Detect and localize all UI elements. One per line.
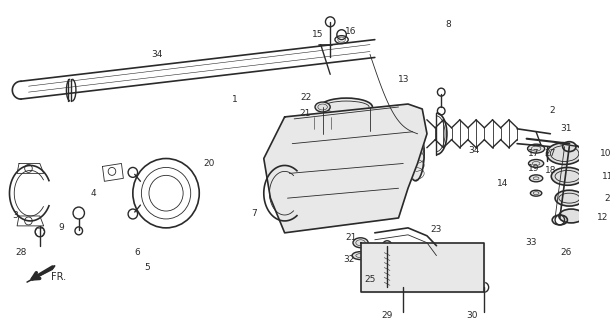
Text: FR.: FR. xyxy=(51,272,66,283)
Text: 1: 1 xyxy=(232,95,238,104)
Ellipse shape xyxy=(529,175,543,182)
Text: 9: 9 xyxy=(59,223,65,232)
Text: 24: 24 xyxy=(605,194,610,203)
Polygon shape xyxy=(264,104,427,233)
Ellipse shape xyxy=(551,167,584,185)
Text: 16: 16 xyxy=(345,27,357,36)
Ellipse shape xyxy=(407,126,424,181)
Text: 14: 14 xyxy=(497,179,509,188)
Ellipse shape xyxy=(353,238,368,248)
Text: 29: 29 xyxy=(381,310,393,320)
Text: 25: 25 xyxy=(364,275,376,284)
Ellipse shape xyxy=(528,159,544,167)
Ellipse shape xyxy=(562,142,576,152)
Text: 33: 33 xyxy=(526,238,537,247)
Polygon shape xyxy=(27,266,55,282)
Text: 31: 31 xyxy=(561,124,572,133)
Text: 5: 5 xyxy=(144,263,150,272)
Ellipse shape xyxy=(352,252,369,260)
Text: 15: 15 xyxy=(312,30,324,39)
Ellipse shape xyxy=(559,209,584,223)
Text: 27: 27 xyxy=(545,149,556,158)
Ellipse shape xyxy=(315,102,330,112)
Text: 17: 17 xyxy=(528,149,539,158)
Ellipse shape xyxy=(320,98,373,116)
Text: 3: 3 xyxy=(12,212,18,220)
Text: 20: 20 xyxy=(203,159,215,168)
Text: 19: 19 xyxy=(528,164,539,173)
Ellipse shape xyxy=(314,115,331,127)
Text: 8: 8 xyxy=(445,20,451,29)
Ellipse shape xyxy=(547,143,583,164)
Text: 34: 34 xyxy=(151,50,162,59)
Ellipse shape xyxy=(555,190,584,206)
Polygon shape xyxy=(361,243,484,292)
Text: 4: 4 xyxy=(90,189,96,198)
Text: 21: 21 xyxy=(345,233,357,242)
Text: 12: 12 xyxy=(597,213,608,222)
Text: 21: 21 xyxy=(300,109,311,118)
Text: 10: 10 xyxy=(600,149,610,158)
Text: 32: 32 xyxy=(343,255,355,264)
Text: 18: 18 xyxy=(545,166,556,175)
Text: 34: 34 xyxy=(468,146,480,155)
Ellipse shape xyxy=(531,190,542,196)
Text: 13: 13 xyxy=(398,75,409,84)
Text: 30: 30 xyxy=(467,310,478,320)
Text: 11: 11 xyxy=(601,172,610,181)
Text: 22: 22 xyxy=(300,92,311,101)
Text: 6: 6 xyxy=(135,248,140,257)
Text: 23: 23 xyxy=(431,225,442,234)
Text: 7: 7 xyxy=(251,209,257,218)
Text: 2: 2 xyxy=(550,107,555,116)
Text: 26: 26 xyxy=(561,248,572,257)
Text: 28: 28 xyxy=(15,248,27,257)
Ellipse shape xyxy=(528,144,545,153)
